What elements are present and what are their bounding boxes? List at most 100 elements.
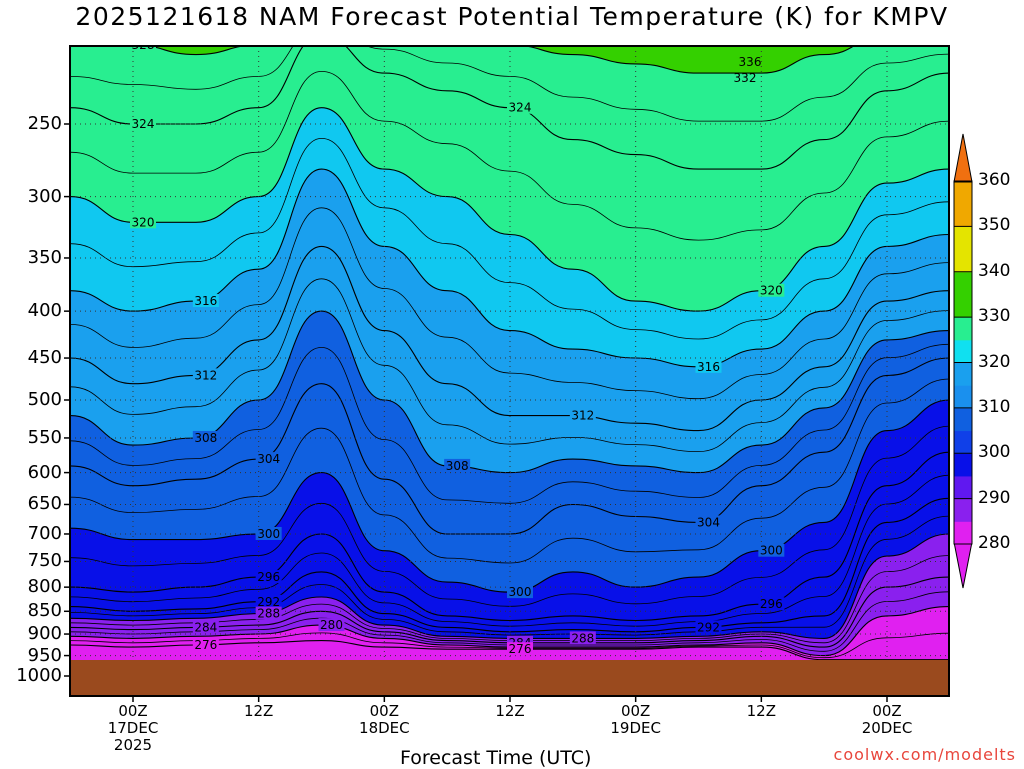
isentrope-318	[70, 137, 949, 340]
contour-labels: 328 324 324 320 320 316 316 312 312 308 308 304 304 3…	[130, 38, 785, 656]
x-tick-label: 00Z 17DEC 2025	[88, 703, 178, 754]
y-tick-label: 800	[27, 576, 62, 598]
x-tick-label: 12Z	[465, 703, 555, 720]
x-tick-label-line1: 00Z	[369, 702, 400, 720]
colorbar-label: 320	[978, 351, 1011, 372]
y-tick-label: 600	[27, 461, 62, 483]
contour-label-324: 324	[509, 101, 532, 115]
contour-label-296: 296	[760, 597, 783, 611]
theta-bands	[70, 46, 949, 696]
contour-label-bg-276	[507, 642, 533, 656]
contour-label-bg-300	[758, 543, 785, 557]
y-tick-label: 750	[27, 550, 62, 572]
y-tick-label: 350	[27, 246, 62, 268]
contour-label-bg-296	[758, 597, 785, 611]
colorbar-swatch	[954, 430, 972, 454]
theta-band-312	[70, 169, 949, 431]
x-tick-label-line3: 2025	[113, 736, 153, 754]
contour-label-296: 296	[257, 570, 280, 584]
isentrope-328	[143, 46, 855, 74]
contour-label-300: 300	[257, 527, 280, 541]
y-tick-label: 700	[27, 522, 62, 544]
contour-label-bg-304	[255, 452, 282, 466]
x-axis-label: Forecast Time (UTC)	[400, 747, 592, 769]
colorbar-label: 290	[978, 487, 1011, 508]
contour-label-336: 336	[739, 55, 762, 69]
colorbar-swatch	[954, 407, 972, 432]
isentrope-314	[70, 207, 949, 400]
x-tick-label-line2: 19DEC	[610, 719, 661, 737]
isentrope-290	[70, 515, 949, 636]
contour-label-288: 288	[571, 631, 594, 645]
credit-text: coolwx.com/modelts	[833, 745, 1016, 764]
isentrope-320	[70, 107, 949, 312]
contour-label-320: 320	[132, 215, 155, 229]
colorbar-min-arrow	[953, 541, 973, 589]
colorbar-swatch	[954, 362, 972, 386]
contour-label-320: 320	[760, 284, 783, 298]
contour-label-304: 304	[257, 452, 280, 466]
contour-label-bg-324	[507, 100, 533, 114]
colorbar-max-arrow	[953, 133, 973, 183]
y-tick-label: 550	[27, 426, 62, 448]
x-tick-label-line2: 17DEC	[107, 719, 159, 737]
x-tick-label-line1: 00Z	[620, 702, 651, 720]
contour-label-304: 304	[697, 515, 720, 529]
contour-label-bg-316	[695, 359, 722, 373]
contour-label-308: 308	[194, 431, 217, 445]
x-tick-label-line1: 12Z	[495, 702, 525, 720]
contour-label-300: 300	[509, 585, 532, 599]
chart-title: 2025121618 NAM Forecast Potential Temper…	[75, 2, 949, 31]
contour-label-bg-304	[695, 515, 722, 529]
theta-band-304	[70, 311, 949, 535]
contour-label-bg-316	[192, 294, 219, 308]
y-tick-label: 900	[27, 623, 62, 645]
colorbar-label: 310	[978, 396, 1011, 417]
contour-label-bg-280	[318, 618, 345, 632]
contour-label-316: 316	[697, 360, 720, 374]
contour-label-284: 284	[194, 620, 217, 634]
x-tick-label-line1: 00Z	[872, 702, 902, 720]
colorbar-swatch	[954, 521, 972, 545]
contour-label-bg-312	[192, 368, 219, 382]
contour-label-bg-328	[130, 46, 156, 51]
contour-label-bg-284	[192, 620, 219, 634]
contour-label-bg-276	[192, 637, 219, 651]
contour-label-bg-312	[569, 408, 596, 422]
colorbar-swatch	[954, 498, 972, 522]
contour-label-bg-296	[255, 570, 282, 584]
contour-label-bg-308	[444, 458, 471, 472]
colorbar-label: 360	[978, 170, 1011, 190]
colorbar-label: 340	[978, 260, 1011, 281]
isentrope-304	[70, 357, 949, 535]
x-tick-label-line2: 20DEC	[861, 719, 913, 737]
colorbar-swatch	[954, 181, 972, 205]
grid-lines	[70, 46, 949, 696]
theta-band-top	[148, 46, 854, 74]
isentrope-308	[70, 310, 949, 474]
colorbar-swatch	[954, 317, 972, 341]
contour-label-292: 292	[257, 595, 280, 609]
theta-band-276	[70, 606, 949, 660]
contour-label-288: 288	[257, 607, 280, 621]
x-tick-label: 00Z 19DEC	[591, 703, 681, 737]
contour-label-bg-320	[758, 283, 785, 297]
contour-label-bg-320	[130, 215, 156, 229]
colorbar-label: 280	[978, 533, 1011, 553]
contour-label-328: 328	[132, 38, 155, 52]
y-tick-label: 850	[27, 600, 62, 622]
contour-label-280: 280	[320, 618, 343, 632]
contour-label-bg-288	[255, 606, 282, 620]
theta-band-300	[70, 358, 949, 593]
isentrope-310	[70, 278, 949, 453]
contour-label-292: 292	[697, 620, 720, 634]
colorbar-label: 350	[978, 215, 1011, 236]
colorbar-swatch	[954, 203, 972, 227]
colorbar-swatch	[954, 249, 972, 273]
contour-label-324: 324	[132, 117, 155, 131]
contour-label-bg-300	[507, 585, 533, 599]
contour-label-308: 308	[446, 459, 469, 473]
colorbar	[953, 133, 973, 589]
x-tick-label-line2: 18DEC	[359, 719, 410, 737]
x-tick-label: 00Z 20DEC	[842, 703, 932, 737]
